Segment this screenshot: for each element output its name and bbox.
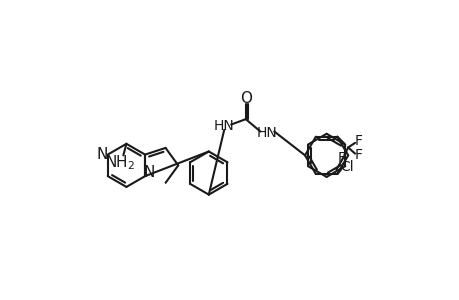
Text: N: N: [143, 165, 154, 180]
Text: F: F: [353, 134, 361, 148]
Text: F: F: [353, 148, 361, 162]
Text: O: O: [240, 91, 252, 106]
Text: HN: HN: [256, 126, 276, 140]
Text: N: N: [96, 147, 108, 162]
Text: F: F: [337, 151, 345, 165]
Text: NH$_2$: NH$_2$: [105, 154, 135, 172]
Text: Cl: Cl: [340, 160, 353, 174]
Text: HN: HN: [213, 119, 234, 133]
